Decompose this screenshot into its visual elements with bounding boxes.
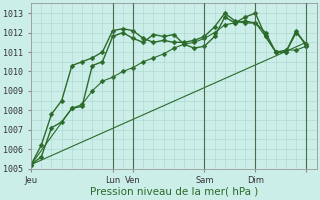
X-axis label: Pression niveau de la mer( hPa ): Pression niveau de la mer( hPa ) [90, 187, 258, 197]
